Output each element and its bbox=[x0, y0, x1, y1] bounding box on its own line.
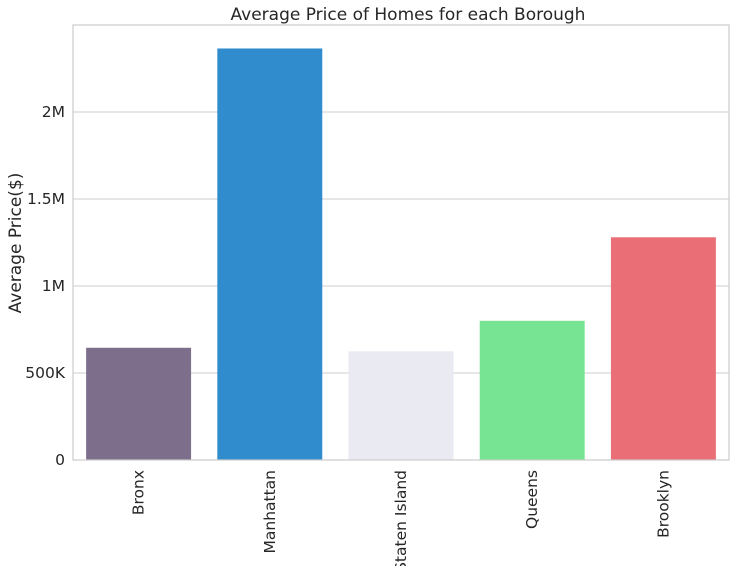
chart-title: Average Price of Homes for each Borough bbox=[231, 5, 586, 25]
bar-brooklyn bbox=[610, 237, 716, 460]
x-tick-label: Bronx bbox=[130, 470, 148, 515]
x-tick-label: Queens bbox=[523, 470, 541, 529]
y-tick-label: 500K bbox=[25, 364, 66, 382]
bars bbox=[86, 48, 716, 461]
x-tick-label: Manhattan bbox=[261, 470, 279, 554]
x-tick-labels: Bronx Manhattan Staten Island Queens Brookly… bbox=[130, 470, 673, 570]
plot-frame bbox=[72, 24, 730, 461]
y-tick-label: 1M bbox=[42, 277, 65, 295]
y-tick-labels: 0 500K 1M 1.5M 2M bbox=[25, 103, 66, 469]
x-tick-label: Staten Island bbox=[392, 470, 410, 566]
x-tick-label: Brooklyn bbox=[654, 470, 672, 538]
bar-bronx bbox=[86, 347, 192, 460]
y-tick-label: 0 bbox=[55, 451, 65, 469]
bar-staten-island bbox=[348, 351, 454, 460]
bar-queens bbox=[479, 320, 585, 460]
bar-manhattan bbox=[217, 48, 323, 461]
y-axis-label: Average Price($) bbox=[6, 173, 26, 314]
y-tick-label: 2M bbox=[42, 103, 65, 121]
y-tick-label: 1.5M bbox=[27, 190, 65, 208]
